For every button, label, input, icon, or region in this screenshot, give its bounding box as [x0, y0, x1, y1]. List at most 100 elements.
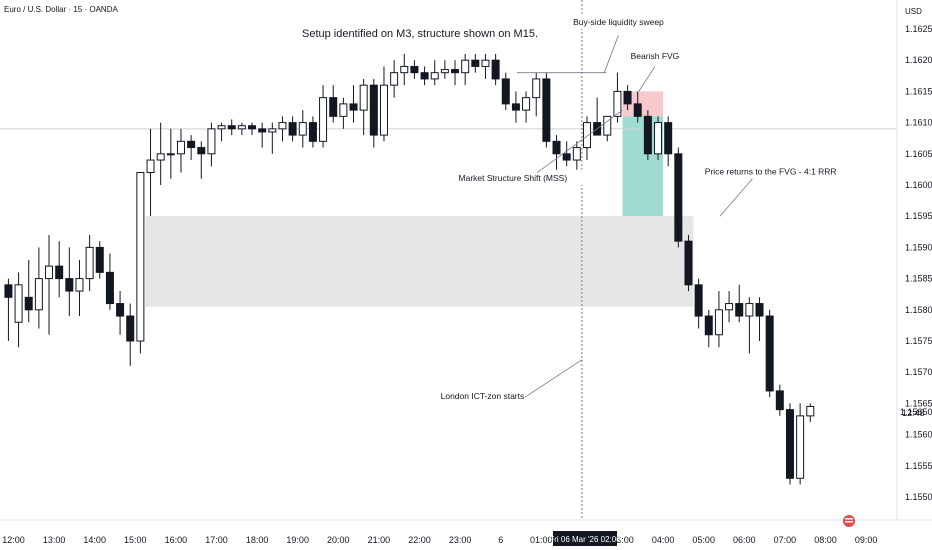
crosshair-time-label: Fri 06 Mar '26 02:00 [549, 535, 621, 544]
x-tick-label: 06:00 [733, 535, 756, 545]
annotation[interactable]: London ICT-zon starts [428, 388, 537, 404]
candle [369, 78, 378, 148]
candle [633, 91, 642, 123]
candle [400, 53, 409, 86]
grid-layer [0, 0, 897, 520]
gray-zone-zone [145, 216, 694, 307]
candle-body [440, 69, 449, 74]
candle [166, 128, 175, 179]
price-axis[interactable]: USD 1.162501.162001.161501.161001.160501… [896, 0, 932, 520]
candle [491, 53, 500, 86]
candle-body [664, 122, 673, 155]
tradingview-logo-icon[interactable] [843, 515, 855, 527]
candle [714, 291, 723, 348]
candle [694, 278, 703, 329]
last-price-label: 1.15650 [900, 407, 932, 417]
y-tick-label: 1.16200 [905, 55, 932, 65]
mss-pointer [537, 109, 623, 173]
candle [745, 297, 754, 354]
annotations-layer: Buy-side liquidity sweep Bearish FVG Marke… [428, 13, 856, 404]
candle-body [542, 78, 551, 142]
candle-body [633, 103, 642, 117]
candle-body [126, 315, 135, 342]
candle [613, 72, 622, 123]
annotation-label: London ICT-zon starts [441, 391, 525, 401]
candle-body [775, 390, 784, 411]
annotation[interactable]: Market Structure Shift (MSS) [442, 169, 584, 185]
candle-body [461, 59, 470, 74]
candle-body [430, 72, 439, 80]
candle-body [532, 78, 541, 99]
y-tick-label: 1.15900 [905, 242, 932, 252]
candle [664, 116, 673, 167]
candle-body [136, 172, 145, 342]
candle [136, 172, 145, 354]
candle-body [785, 409, 794, 479]
candle-body [511, 103, 520, 111]
candle-body [491, 59, 500, 80]
x-tick-label: 14:00 [83, 535, 106, 545]
candle [481, 53, 490, 79]
x-tick-label: 15:00 [124, 535, 147, 545]
candle-body [329, 97, 338, 117]
candle [176, 128, 185, 173]
y-tick-label: 1.15850 [905, 274, 932, 284]
candle-body [278, 122, 287, 130]
time-axis[interactable]: 12:00 13:00 14:00 15:00 16:00 17:00 18:00 19:00… [0, 519, 932, 550]
y-tick-label: 1.15800 [905, 305, 932, 315]
x-tick-label: 05:00 [692, 535, 715, 545]
candle-body [400, 65, 409, 74]
candle [775, 384, 784, 416]
annotation-bg [428, 388, 537, 404]
candle-body [116, 303, 125, 317]
candle-body [207, 128, 216, 155]
candle-body [704, 315, 713, 336]
y-tick-label: 1.16250 [905, 24, 932, 34]
currency-label: USD [905, 7, 922, 16]
x-tick-label: 19:00 [286, 535, 309, 545]
candle-body [725, 303, 734, 311]
candle-body [166, 153, 175, 156]
candle [603, 115, 612, 142]
candle [308, 116, 317, 148]
candle [65, 247, 74, 317]
annotation-bg [442, 169, 584, 185]
candle-body [613, 90, 622, 117]
candle-body [105, 271, 114, 305]
candle-body [349, 103, 358, 111]
x-tick-label: 13:00 [43, 535, 66, 545]
x-tick-label: 07:00 [774, 535, 797, 545]
y-tick-label: 1.15650 [905, 398, 932, 408]
annotation-label: Price returns to the FVG - 4:1 RRR [705, 167, 837, 177]
candle [156, 122, 165, 185]
annotation[interactable]: Price returns to the FVG - 4:1 RRR [685, 163, 856, 179]
candle [258, 122, 267, 148]
x-tick-label: 17:00 [205, 535, 228, 545]
x-tick-label: 21:00 [368, 535, 391, 545]
candle-body [806, 406, 815, 417]
candle-body [379, 84, 388, 136]
candle-body [643, 115, 652, 155]
x-tick-label: 01:00 [530, 535, 553, 545]
zones-layer [145, 91, 694, 307]
candle-body [146, 159, 155, 174]
x-tick-label: 04:00 [652, 535, 675, 545]
candle-body [603, 115, 612, 136]
candle-body [45, 265, 54, 280]
annotation-bg [624, 48, 686, 64]
candle [674, 147, 683, 248]
candle [684, 234, 693, 292]
annotation[interactable]: Buy-side liquidity sweep [557, 13, 680, 29]
candle-body [14, 284, 23, 323]
candle-body [258, 128, 267, 133]
candle-body [319, 97, 328, 142]
annotation[interactable]: Bearish FVG [624, 48, 686, 64]
x-tick-label: 20:00 [327, 535, 350, 545]
candle [45, 234, 54, 335]
candle [4, 278, 13, 341]
candle [461, 53, 470, 86]
candle-body [582, 122, 591, 149]
candle [126, 303, 135, 366]
y-ticks: 1.16250 1.16200 1.16150 1.16100 1.16050 1.160… [905, 24, 932, 502]
